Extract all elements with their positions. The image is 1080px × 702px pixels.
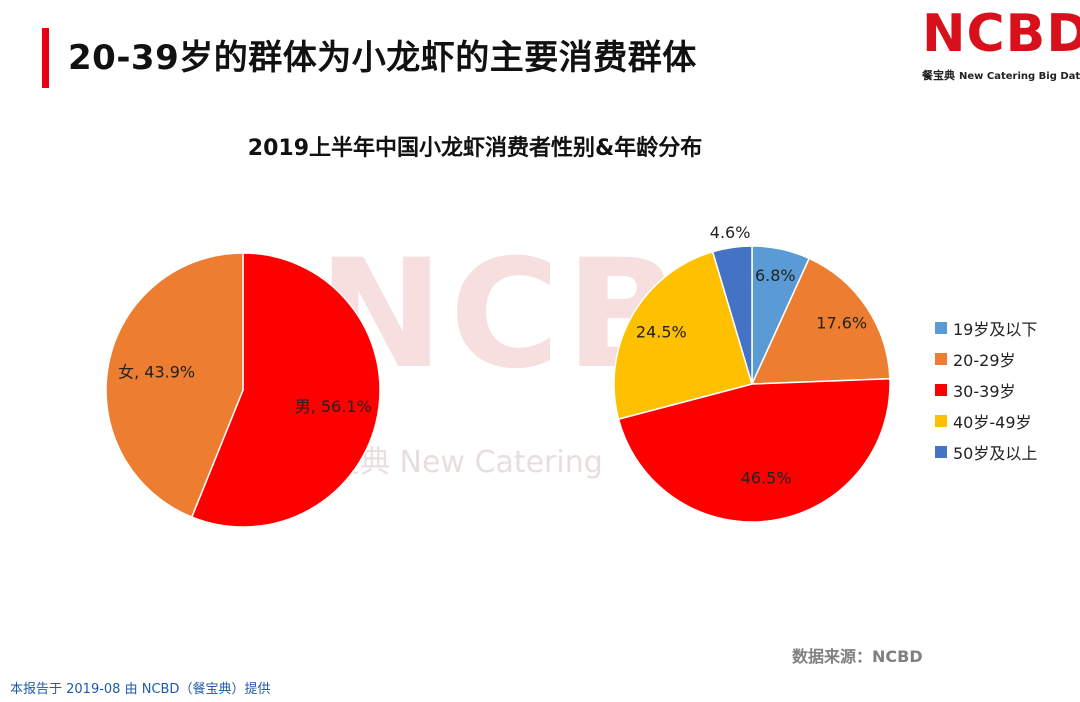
legend-item: 50岁及以上 [935, 436, 1037, 467]
legend-item: 40岁-49岁 [935, 405, 1037, 436]
age-label-3: 24.5% [636, 323, 687, 342]
age-label-0: 6.8% [755, 266, 796, 285]
legend-item: 30-39岁 [935, 374, 1037, 405]
chart-title: 2019上半年中国小龙虾消费者性别&年龄分布 [247, 136, 703, 161]
legend-item: 19岁及以下 [935, 312, 1037, 343]
gender-label-0: 男, 56.1% [295, 397, 372, 416]
legend-label: 20-29岁 [953, 350, 1016, 370]
data-source: 数据来源：NCBD [792, 647, 923, 666]
logo-wordmark: NCBD [922, 4, 1080, 64]
legend-swatch [935, 321, 947, 334]
age-label-2: 46.5% [741, 468, 792, 487]
legend-label: 30-39岁 [953, 381, 1016, 401]
legend-swatch [935, 352, 947, 365]
legend-swatch [935, 383, 947, 396]
legend-label: 50岁及以上 [953, 443, 1038, 463]
legend-label: 19岁及以下 [953, 319, 1038, 339]
age-legend: 19岁及以下 20-29岁 30-39岁 40岁-49岁 50岁及以上 [935, 312, 1037, 467]
gender-slice-1 [105, 252, 244, 519]
gender-slice-0 [190, 252, 381, 528]
age-label-1: 17.6% [816, 313, 867, 332]
watermark-subtitle: 宝典 New Catering [330, 445, 603, 480]
legend-item: 20-29岁 [935, 343, 1037, 374]
age-slice-3 [613, 250, 753, 421]
legend-swatch [935, 445, 947, 458]
age-slice-1 [750, 257, 891, 385]
page-title: 20-39岁的群体为小龙虾的主要消费群体 [68, 38, 697, 78]
age-slice-4 [711, 245, 753, 385]
age-slice-2 [617, 378, 891, 523]
logo-subtitle-cn: 餐宝典 [922, 69, 955, 82]
age-label-4: 4.6% [710, 223, 751, 242]
ncbd-logo: NCBD 餐宝典 New Catering Big Data [922, 4, 1080, 84]
footer-note: 本报告于 2019-08 由 NCBD（餐宝典）提供 [10, 682, 271, 697]
legend-swatch [935, 414, 947, 427]
logo-subtitle-en: New Catering Big Data [959, 71, 1080, 82]
logo-subtitle: 餐宝典 New Catering Big Data [922, 67, 1080, 83]
gender-label-1: 女, 43.9% [118, 363, 195, 382]
title-accent-bar [42, 28, 49, 88]
legend-label: 40岁-49岁 [953, 412, 1032, 432]
